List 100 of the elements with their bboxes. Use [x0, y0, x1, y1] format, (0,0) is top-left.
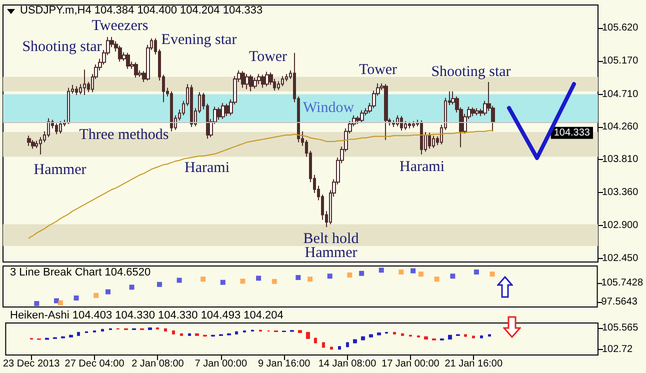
candlestick [190, 84, 193, 128]
candlestick [420, 120, 423, 156]
x-tick-label: 14 Jan 08:00 [318, 358, 377, 370]
point [74, 296, 79, 301]
candlestick [282, 330, 286, 333]
point [94, 292, 99, 298]
candlestick [140, 328, 144, 331]
candlestick [253, 77, 257, 89]
x-tick-label: 17 Jan 00:00 [382, 358, 440, 370]
candlestick [488, 334, 491, 338]
candlestick [134, 62, 138, 78]
candlestick [132, 328, 136, 331]
candlestick [67, 87, 70, 125]
candlestick [274, 330, 278, 333]
candlestick [241, 70, 245, 88]
candlestick [75, 86, 78, 96]
candlestick [164, 328, 167, 332]
annotation: Tower [358, 62, 398, 78]
y-tick-label: 103.360 [602, 186, 639, 198]
candlestick [47, 118, 50, 138]
point [129, 284, 134, 290]
candlestick [124, 328, 128, 331]
ref-line-label: 104.333 [554, 127, 590, 138]
y-tick-label: 105.7428 [601, 278, 644, 289]
candlestick [464, 334, 467, 338]
point [378, 268, 384, 273]
point [418, 272, 424, 277]
candlestick [471, 106, 475, 117]
annotation: Three methods [79, 127, 169, 143]
candlestick [55, 122, 58, 135]
y-tick-label: 105.565 [602, 322, 639, 334]
candlestick [203, 334, 207, 338]
candlestick [448, 334, 452, 340]
point [220, 280, 226, 285]
x-tick-label: 9 Jan 16:00 [258, 358, 311, 370]
y-tick-label: 102.72 [602, 344, 634, 355]
x-tick-label: 2 Jan 08:00 [132, 358, 184, 370]
candlestick [211, 334, 215, 338]
y-tick-label: 102.450 [602, 252, 639, 264]
candlestick [195, 332, 199, 336]
band-label: Window [302, 100, 354, 116]
point [34, 301, 40, 306]
candlestick [257, 73, 261, 85]
point [327, 274, 332, 279]
candlestick [432, 338, 436, 341]
candlestick [101, 328, 104, 332]
candlestick [456, 334, 460, 336]
candlestick [180, 332, 183, 336]
x-tick-label: 27 Dec 04:00 [64, 358, 125, 370]
point [296, 275, 301, 280]
point [272, 278, 277, 284]
candlestick [393, 331, 396, 335]
annotation: Shooting star [431, 64, 511, 80]
point [359, 270, 364, 276]
y-tick-label: 104.260 [602, 121, 639, 132]
candlestick [61, 336, 65, 339]
candlestick [338, 346, 341, 350]
candlestick [225, 103, 229, 117]
y-tick-label: 97.5643 [601, 296, 638, 308]
x-tick-label: 23 Dec 2013 [2, 358, 60, 370]
chart-title: 3 Line Break Chart 104.6520 [10, 266, 151, 278]
candlestick [37, 338, 41, 340]
y-tick-label: 105.170 [602, 55, 639, 66]
candlestick [475, 108, 479, 116]
candlestick [77, 331, 80, 336]
annotation: Hammer [34, 162, 86, 178]
candlestick [261, 74, 265, 88]
candlestick [53, 336, 57, 340]
candlestick [148, 326, 152, 331]
candlestick [346, 342, 349, 348]
candlestick [314, 337, 317, 344]
candlestick [83, 69, 86, 96]
candlestick [221, 102, 225, 120]
candlestick [235, 330, 238, 335]
candlestick [322, 342, 325, 348]
candlestick [440, 338, 444, 341]
chart-title: Heiken-Ashi 104.403 104.330 104.330 104.493 104.204 [10, 310, 284, 322]
point [58, 300, 63, 306]
candlestick [265, 71, 269, 87]
candlestick [369, 334, 373, 338]
y-tick-label: 102.900 [602, 220, 639, 232]
annotation: Harami [184, 160, 230, 176]
candlestick [281, 76, 284, 87]
candlestick [408, 121, 411, 129]
y-tick-label: 105.620 [602, 22, 639, 34]
point [450, 274, 456, 279]
x-tick-label: 21 Jan 16:00 [444, 358, 503, 370]
candlestick [170, 90, 173, 132]
candlestick [306, 331, 310, 340]
point [347, 272, 352, 278]
candlestick [245, 73, 249, 90]
point [434, 276, 440, 282]
point [410, 268, 416, 274]
candlestick [219, 334, 223, 336]
candlestick [243, 330, 246, 333]
candlestick [69, 334, 73, 338]
candlestick [118, 45, 122, 62]
candlestick [188, 332, 191, 336]
candlestick [172, 330, 175, 335]
candlestick [227, 332, 231, 336]
